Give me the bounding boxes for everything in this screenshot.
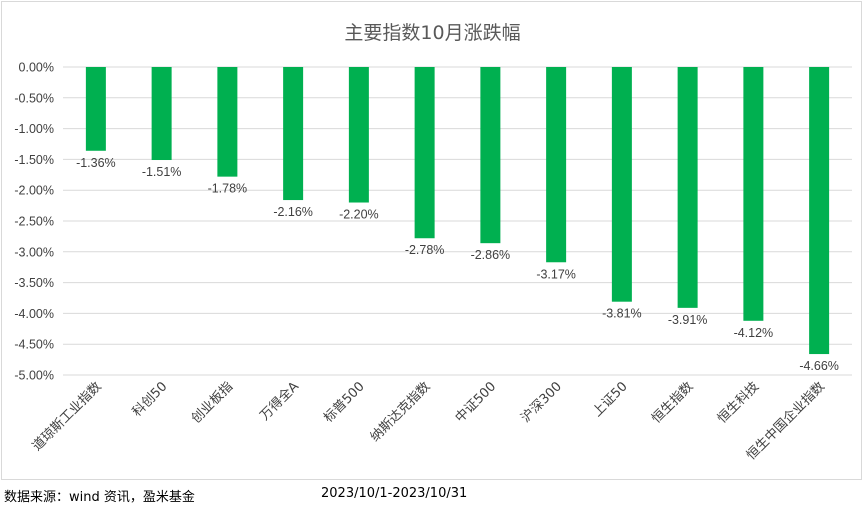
bar — [283, 67, 304, 201]
y-tick-label: -4.00% — [14, 307, 54, 321]
y-tick-label: -3.00% — [14, 245, 54, 259]
bar — [546, 67, 567, 263]
y-tick-label: -0.50% — [14, 91, 54, 105]
bar — [809, 67, 830, 355]
data-label: -3.17% — [536, 267, 576, 281]
x-category-label: 科创50 — [130, 379, 171, 420]
bar — [611, 67, 632, 302]
bar — [414, 67, 435, 239]
bar — [480, 67, 501, 244]
y-tick-label: 0.00% — [19, 61, 54, 75]
bar — [743, 67, 764, 321]
x-category-label: 道琼斯工业指数 — [30, 379, 105, 454]
data-label: -4.66% — [799, 359, 839, 373]
x-category-label: 创业板指 — [189, 379, 236, 426]
y-tick-label: -3.50% — [14, 276, 54, 290]
y-tick-label: -4.50% — [14, 338, 54, 352]
chart-title: 主要指数10月涨跌幅 — [344, 22, 521, 44]
bar — [217, 67, 238, 177]
data-label: -1.51% — [142, 165, 182, 179]
data-label: -3.91% — [668, 313, 708, 327]
data-label: -3.81% — [602, 307, 642, 321]
x-category-label: 标普500 — [321, 379, 368, 426]
y-tick-label: -5.00% — [14, 369, 54, 383]
x-category-label: 恒生科技 — [715, 379, 762, 426]
x-category-label: 恒生指数 — [649, 379, 696, 426]
x-category-label: 中证500 — [453, 379, 500, 426]
x-category-label: 沪深300 — [518, 379, 565, 426]
x-category-label: 上证50 — [590, 379, 631, 420]
bar — [677, 67, 698, 308]
x-category-label: 纳斯达克指数 — [368, 379, 434, 445]
y-tick-label: -1.00% — [14, 122, 54, 136]
y-tick-label: -2.00% — [14, 184, 54, 198]
data-label: -1.36% — [76, 156, 116, 170]
data-label: -2.20% — [339, 208, 379, 222]
bar — [151, 67, 172, 161]
y-tick-label: -2.50% — [14, 215, 54, 229]
data-label: -1.78% — [208, 182, 248, 196]
bar — [348, 67, 369, 203]
data-source-note: 数据来源：wind 资讯，盈米基金 — [4, 490, 195, 505]
data-label: -2.78% — [405, 243, 445, 257]
date-range-note: 2023/10/1-2023/10/31 — [321, 486, 468, 501]
data-label: -2.86% — [471, 248, 511, 262]
y-tick-label: -1.50% — [14, 153, 54, 167]
data-label: -2.16% — [273, 205, 313, 219]
x-category-label: 万得全A — [257, 378, 302, 423]
data-label: -4.12% — [734, 326, 774, 340]
bar — [85, 67, 106, 151]
